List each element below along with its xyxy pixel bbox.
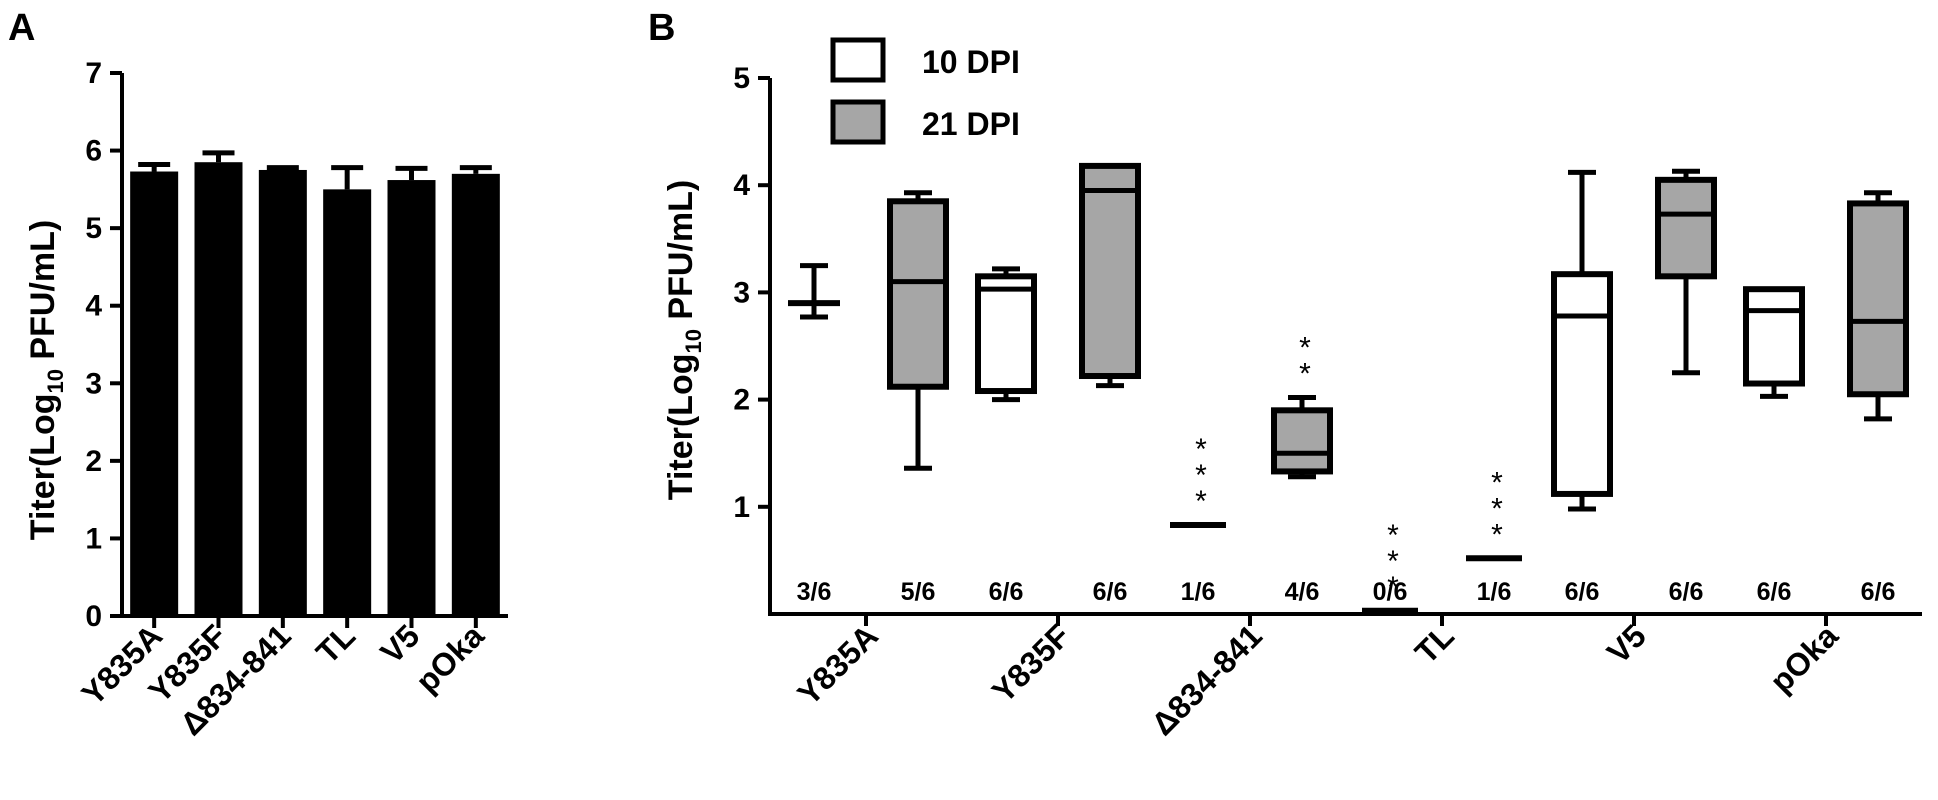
panel-b-834-841-21-dpi-significance: * * (1299, 331, 1311, 390)
panel-a-bar-y835f (194, 162, 243, 616)
panel-a-bar-poka (451, 173, 500, 617)
panel-b-legend-swatch-21-dpi (830, 99, 886, 145)
panel-b-v5-21-dpi-box (1655, 176, 1717, 280)
panel-a: A Titer(Log10 PFU/mL) 01234567Y835AY835F… (8, 7, 508, 742)
panel-a-bar-834-841 (258, 169, 307, 616)
panel-b-y-tick-label: 5 (733, 62, 750, 95)
panel-a-bars (130, 150, 500, 617)
panel-b-y-axis-label: Titer(Log10 PFU/mL) (662, 180, 706, 500)
panel-b-y835f-21-dpi-count: 6/6 (1093, 578, 1128, 606)
panel-b-poka-10-dpi-count: 6/6 (1757, 578, 1792, 606)
panel-b-834-841-10-dpi-significance: * * * (1195, 433, 1207, 518)
panel-a-x-tick-label: TL (309, 617, 362, 670)
panel-b-834-841-21-dpi-count: 4/6 (1285, 578, 1320, 606)
panel-a-y-tick-label: 2 (85, 445, 102, 478)
panel-a-y-label-main: Titer(Log (24, 394, 62, 541)
panel-b-poka-10-dpi-box (1743, 286, 1805, 387)
panel-a-y-tick-label: 5 (85, 212, 102, 245)
panel-b-x-tick-label: pOka (1763, 617, 1845, 699)
panel-a-y-tick-label: 0 (85, 600, 102, 633)
panel-b-tl-21-dpi-significance: * * * (1491, 466, 1503, 551)
panel-a-y-axis-label: Titer(Log10 PFU/mL) (24, 220, 68, 540)
panel-a-y-label-rest: PFU/mL) (24, 220, 62, 369)
panel-a-y-tick-label: 7 (85, 57, 102, 90)
panel-b-x-tick-label: V5 (1600, 617, 1653, 670)
panel-b-legend-label-21-dpi: 21 DPI (922, 106, 1020, 142)
panel-b-y-label-sub: 10 (681, 329, 706, 353)
panel-b-boxes: 3/6 5/6 6/6 6/6 1/6* * *4/6* *0/6* * * 1/6* * *6/6 6/… (788, 162, 1909, 614)
panel-b-y835a-21-dpi-count: 5/6 (901, 578, 936, 606)
panel-b-v5-10-dpi-box (1551, 271, 1613, 497)
panel-a-letter: A (8, 7, 35, 49)
panel-b-y835f-10-dpi-box (975, 273, 1037, 395)
panel-b-legend: 10 DPI 21 DPI (830, 37, 1020, 145)
panel-b-834-841-21-dpi-box (1271, 407, 1333, 475)
panel-b-tl-21-dpi-count: 1/6 (1477, 578, 1512, 606)
panel-b-tl-10-dpi-significance: * * * (1387, 519, 1399, 604)
panel-b-v5-21-dpi-count: 6/6 (1669, 578, 1704, 606)
panel-a-x-tick-label: pOka (409, 617, 491, 699)
panel-a-bar-tl (323, 189, 372, 616)
panel-b-axes: 1 2 3 4 5 Y835A Y835F Δ834-841 TL V5 pOka (733, 62, 1922, 742)
panel-b-x-tick-label: TL (1408, 617, 1461, 670)
panel-b-letter: B (648, 7, 675, 49)
panel-b-y-tick-label: 4 (733, 169, 750, 202)
panel-b-legend-swatch-10-dpi (830, 37, 886, 83)
panel-b-y-tick-label: 1 (733, 491, 750, 524)
panel-b-v5-10-dpi-count: 6/6 (1565, 578, 1600, 606)
panel-a-y-tick-label: 1 (85, 522, 102, 555)
panel-b-y835a-10-dpi-count: 3/6 (797, 578, 832, 606)
panel-b-tl-10-dpi-count: 0/6 (1373, 578, 1408, 606)
panel-b: B Titer(Log10 PFU/mL) 1 2 3 4 5 Y835A Y835F Δ83… (648, 7, 1922, 742)
panel-a-y-label-sub: 10 (43, 369, 68, 393)
panel-b-y835f-10-dpi-count: 6/6 (989, 578, 1024, 606)
panel-b-y-label-rest: PFU/mL) (662, 180, 700, 329)
panel-b-834-841-10-dpi-count: 1/6 (1181, 578, 1216, 606)
panel-b-x-tick-label: Δ834-841 (1144, 617, 1269, 742)
panel-b-y-label-main: Titer(Log (662, 354, 700, 501)
panel-b-x-tick-label: Y835F (985, 617, 1077, 709)
panel-b-legend-label-10-dpi: 10 DPI (922, 44, 1020, 80)
panel-a-bar-v5 (387, 180, 436, 616)
panel-a-bar-y835a (130, 171, 179, 616)
panel-b-poka-21-dpi-box (1847, 200, 1909, 398)
panel-b-y835f-21-dpi-box (1079, 162, 1141, 380)
panel-b-y835a-21-dpi-box (887, 198, 949, 390)
panel-a-x-tick-label: V5 (373, 617, 426, 670)
panel-a-y-tick-label: 3 (85, 367, 102, 400)
panel-b-y-tick-label: 2 (733, 384, 750, 417)
panel-b-y-tick-label: 3 (733, 276, 750, 309)
panel-a-y-tick-label: 6 (85, 135, 102, 168)
panel-b-poka-21-dpi-count: 6/6 (1861, 578, 1896, 606)
panel-a-y-tick-label: 4 (85, 290, 102, 323)
panel-b-x-tick-label: Y835A (790, 617, 885, 712)
